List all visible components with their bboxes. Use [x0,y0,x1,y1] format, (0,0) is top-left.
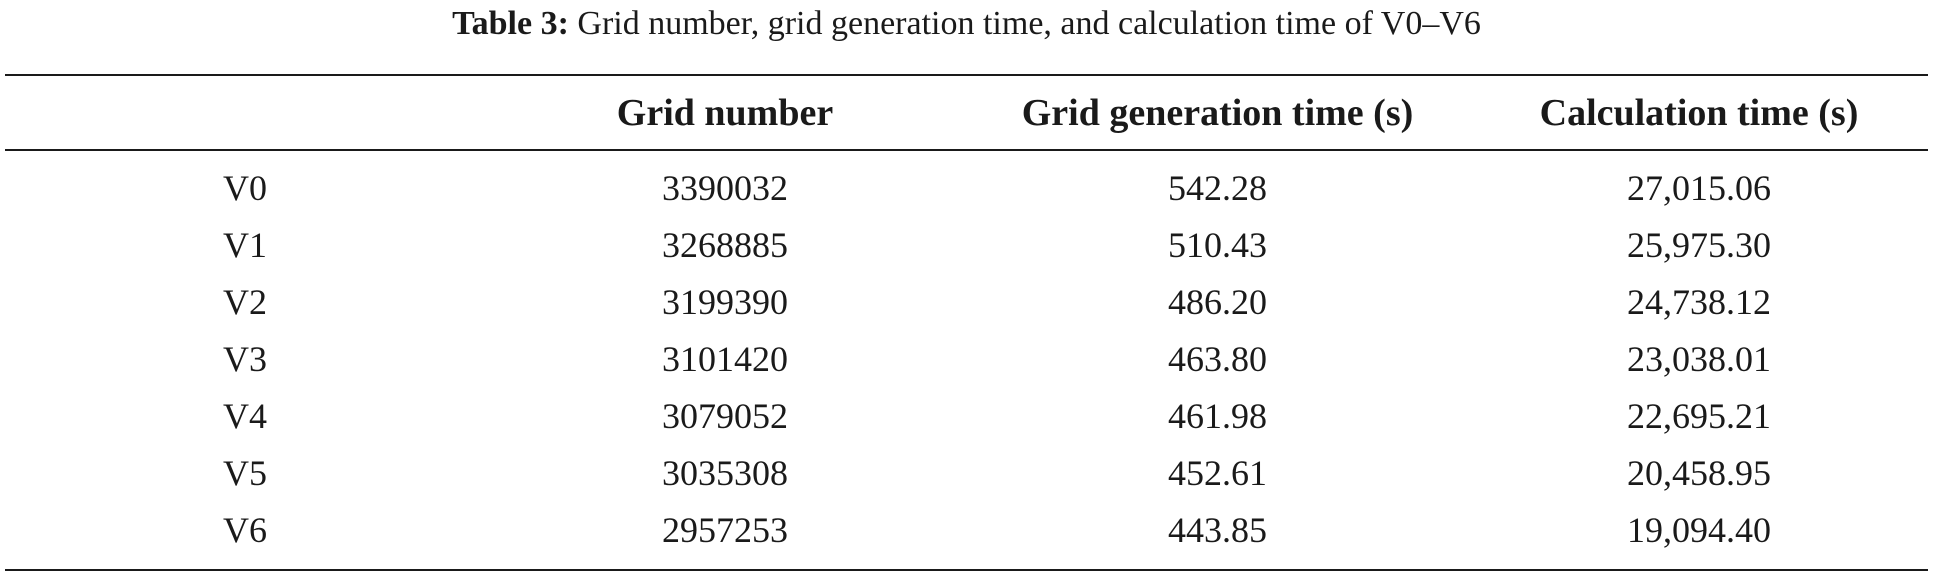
calculation-time-cell: 19,094.40 [1627,509,1771,550]
grid-generation-time-cell: 443.85 [1168,509,1267,550]
header-row-label [5,76,485,149]
grid-number-cell: 2957253 [662,509,788,550]
row-label: V0 [223,167,267,208]
header-calculation-time: Calculation time (s) [1539,91,1859,134]
table-row: V2 3199390 486.20 24,738.12 [5,273,1928,330]
table-row: V6 2957253 443.85 19,094.40 [5,501,1928,558]
header-grid-number: Grid number [616,91,834,134]
table-row: V1 3268885 510.43 25,975.30 [5,216,1928,273]
grid-generation-time-cell: 463.80 [1168,338,1267,379]
table-header-row: Grid number Grid generation time (s) Cal… [5,76,1928,149]
grid-generation-time-cell: 486.20 [1168,281,1267,322]
row-label: V4 [223,395,267,436]
row-label: V1 [223,224,267,265]
table-caption: Table 3: Grid number, grid generation ti… [0,2,1933,46]
table-row: V3 3101420 463.80 23,038.01 [5,330,1928,387]
table-row: V0 3390032 542.28 27,015.06 [5,149,1928,216]
table-row: V5 3035308 452.61 20,458.95 [5,444,1928,501]
table-top-rule [5,74,1928,76]
row-label: V6 [223,509,267,550]
row-label: V3 [223,338,267,379]
calculation-time-cell: 20,458.95 [1627,452,1771,493]
grid-number-cell: 3199390 [662,281,788,322]
table-row: V4 3079052 461.98 22,695.21 [5,387,1928,444]
table-header-rule [5,149,1928,151]
grid-number-cell: 3101420 [662,338,788,379]
grid-number-cell: 3035308 [662,452,788,493]
calculation-time-cell: 24,738.12 [1627,281,1771,322]
calculation-time-cell: 23,038.01 [1627,338,1771,379]
grid-generation-time-cell: 542.28 [1168,167,1267,208]
grid-generation-time-cell: 452.61 [1168,452,1267,493]
grid-generation-time-cell: 461.98 [1168,395,1267,436]
row-label: V5 [223,452,267,493]
grid-number-cell: 3390032 [662,167,788,208]
caption-text: Grid number, grid generation time, and c… [568,5,1481,42]
grid-number-cell: 3079052 [662,395,788,436]
data-table: Grid number Grid generation time (s) Cal… [5,76,1928,558]
calculation-time-cell: 27,015.06 [1627,167,1771,208]
row-label: V2 [223,281,267,322]
header-grid-generation-time: Grid generation time (s) [1021,91,1414,134]
calculation-time-cell: 22,695.21 [1627,395,1771,436]
grid-number-cell: 3268885 [662,224,788,265]
grid-generation-time-cell: 510.43 [1168,224,1267,265]
calculation-time-cell: 25,975.30 [1627,224,1771,265]
caption-label: Table 3: [452,5,569,42]
table-bottom-rule [5,569,1928,571]
